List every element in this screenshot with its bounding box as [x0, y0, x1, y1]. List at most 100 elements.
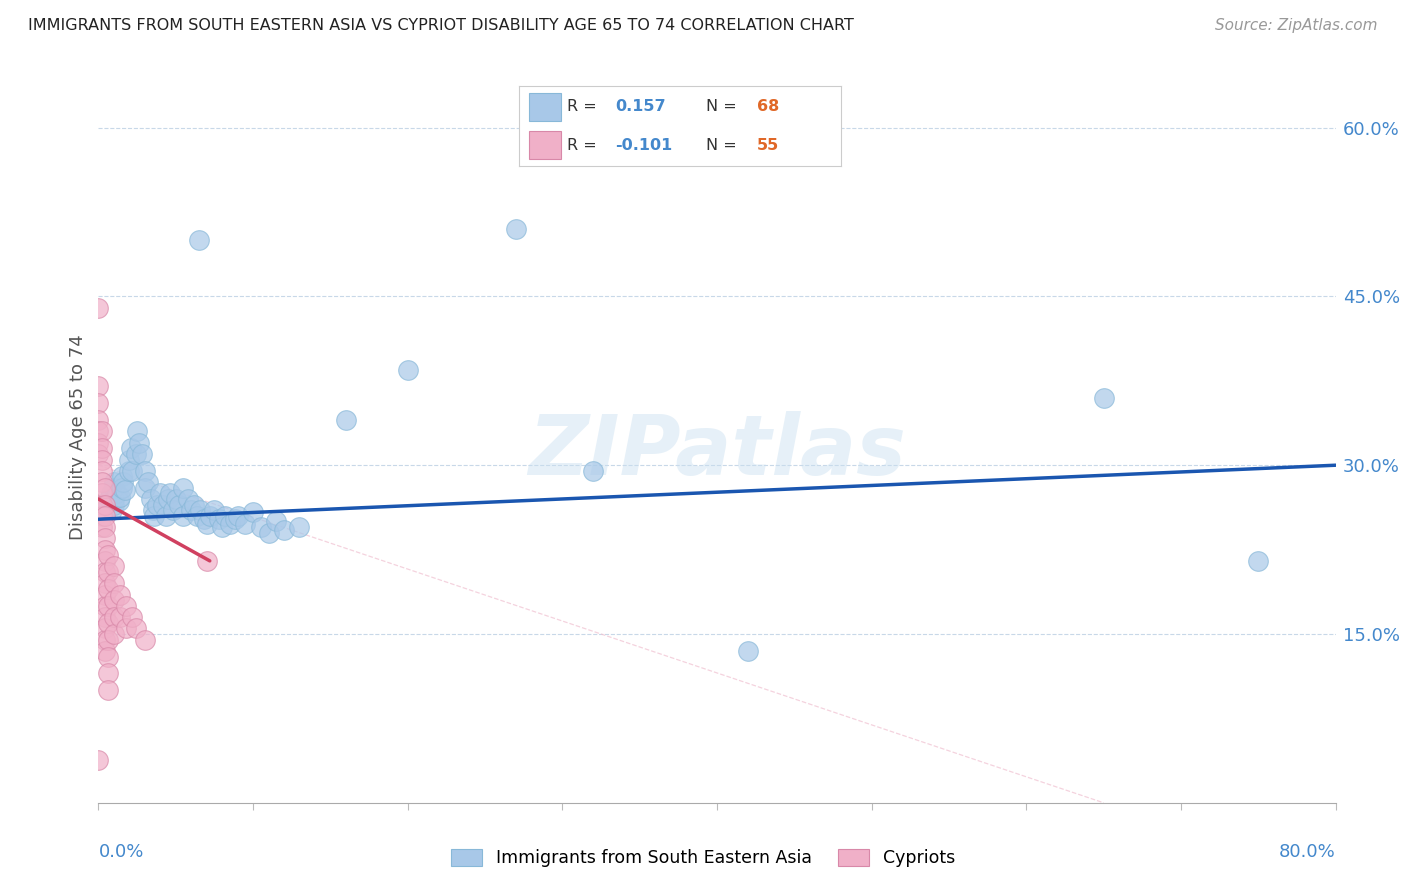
Point — [288, 520, 311, 534]
Point — [111, 469, 134, 483]
Text: 0.0%: 0.0% — [98, 843, 143, 861]
Point — [90, 486, 112, 500]
Point — [97, 565, 120, 579]
Point — [195, 554, 218, 568]
Point — [87, 413, 110, 427]
Point — [159, 486, 181, 500]
Point — [87, 753, 110, 767]
Point — [93, 599, 115, 613]
Point — [93, 520, 115, 534]
Point — [273, 524, 295, 538]
Point — [190, 503, 212, 517]
Point — [152, 498, 174, 512]
Point — [211, 520, 233, 534]
Point — [90, 475, 112, 489]
Point — [124, 447, 146, 461]
Point — [737, 644, 759, 658]
Point — [90, 520, 112, 534]
Point — [103, 498, 125, 512]
Point — [204, 503, 226, 517]
Point — [93, 498, 115, 512]
Point — [136, 475, 159, 489]
Point — [107, 494, 129, 508]
Point — [97, 683, 120, 698]
Point — [108, 588, 131, 602]
Point — [121, 610, 143, 624]
Point — [1247, 554, 1270, 568]
Point — [235, 516, 257, 531]
Point — [97, 599, 120, 613]
Point — [167, 498, 190, 512]
Point — [90, 425, 112, 439]
Point — [90, 498, 112, 512]
Point — [183, 498, 205, 512]
Y-axis label: Disability Age 65 to 74: Disability Age 65 to 74 — [69, 334, 87, 540]
Point — [335, 413, 357, 427]
Point — [103, 627, 125, 641]
Point — [180, 503, 202, 517]
Point — [121, 464, 143, 478]
Point — [93, 554, 115, 568]
Point — [97, 666, 120, 681]
Point — [505, 222, 527, 236]
Point — [1092, 391, 1115, 405]
Point — [98, 491, 121, 506]
Point — [134, 464, 156, 478]
Point — [96, 498, 118, 512]
Point — [134, 632, 156, 647]
Point — [100, 486, 122, 500]
Point — [173, 508, 195, 523]
Point — [108, 490, 131, 504]
Text: ZIPatlas: ZIPatlas — [529, 411, 905, 492]
Point — [87, 301, 110, 315]
Text: Source: ZipAtlas.com: Source: ZipAtlas.com — [1215, 18, 1378, 33]
Point — [101, 503, 124, 517]
Point — [195, 516, 218, 531]
Point — [97, 649, 120, 664]
Point — [582, 464, 605, 478]
Text: IMMIGRANTS FROM SOUTH EASTERN ASIA VS CYPRIOT DISABILITY AGE 65 TO 74 CORRELATIO: IMMIGRANTS FROM SOUTH EASTERN ASIA VS CY… — [28, 18, 853, 33]
Point — [103, 491, 125, 506]
Point — [198, 508, 221, 523]
Point — [142, 503, 165, 517]
Point — [97, 632, 120, 647]
Point — [208, 512, 231, 526]
Legend: Immigrants from South Eastern Asia, Cypriots: Immigrants from South Eastern Asia, Cypr… — [444, 842, 962, 874]
Point — [143, 508, 166, 523]
Point — [257, 525, 280, 540]
Point — [108, 610, 131, 624]
Point — [115, 599, 138, 613]
Text: 80.0%: 80.0% — [1279, 843, 1336, 861]
Point — [93, 644, 115, 658]
Point — [173, 481, 195, 495]
Point — [87, 425, 110, 439]
Point — [266, 515, 288, 529]
Point — [193, 512, 215, 526]
Point — [115, 621, 138, 635]
Point — [214, 508, 236, 523]
Point — [103, 481, 125, 495]
Point — [93, 542, 115, 557]
Point — [120, 442, 142, 456]
Point — [162, 503, 184, 517]
Point — [131, 447, 153, 461]
Point — [93, 565, 115, 579]
Point — [177, 491, 200, 506]
Point — [118, 464, 141, 478]
Point — [155, 508, 177, 523]
Point — [242, 506, 264, 520]
Point — [97, 582, 120, 596]
Point — [93, 481, 115, 495]
Point — [87, 447, 110, 461]
Point — [90, 442, 112, 456]
Point — [124, 621, 146, 635]
Point — [224, 512, 246, 526]
Point — [103, 559, 125, 574]
Point — [134, 481, 156, 495]
Point — [105, 486, 128, 500]
Point — [149, 486, 172, 500]
Point — [103, 593, 125, 607]
Point — [87, 435, 110, 450]
Point — [128, 435, 150, 450]
Point — [103, 610, 125, 624]
